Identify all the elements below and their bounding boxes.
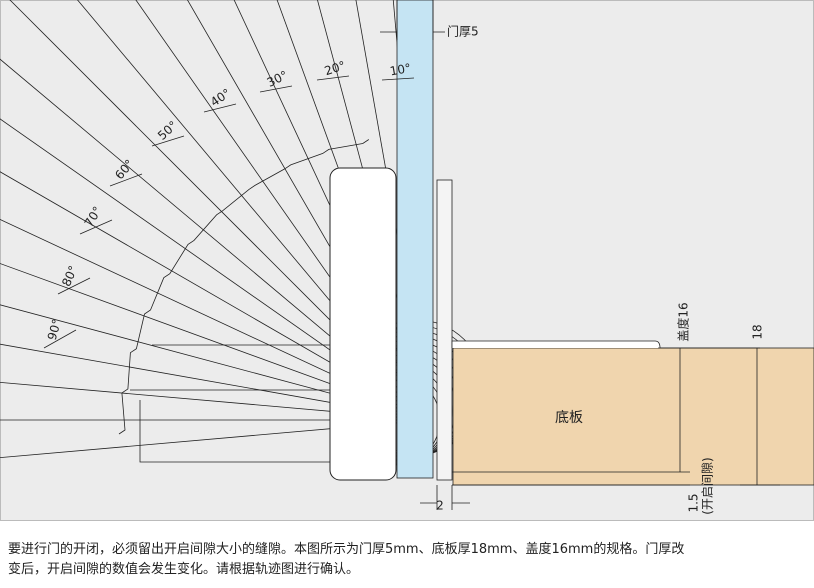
- trajectory-line: [0, 58, 431, 421]
- base-board: [452, 347, 814, 486]
- door-arc: [118, 139, 370, 435]
- angle-underline: [79, 219, 113, 235]
- trajectory-line: [0, 263, 431, 421]
- angle-underline: [381, 77, 415, 81]
- angle-underline: [316, 75, 350, 81]
- caption: 要进行门的开闭，必须留出开启间隙大小的缝隙。本图所示为门厚5mm、底板厚18mm…: [8, 540, 808, 580]
- board-thickness-label: 18: [751, 324, 765, 339]
- angle-underline: [151, 135, 185, 147]
- angle-label: 10°: [389, 61, 412, 78]
- caption-line: 变后，开启间隙的数值会发生变化。请根据轨迹图进行确认。: [8, 562, 360, 577]
- angle-underline: [43, 329, 77, 349]
- angle-underline: [57, 277, 91, 295]
- angle-label: 90°: [45, 317, 64, 341]
- gap-lines: [452, 471, 690, 486]
- angle-underline: [203, 103, 237, 113]
- trajectory-line: [0, 343, 431, 421]
- trajectory-line: [0, 219, 431, 421]
- angle-underline: [259, 85, 293, 93]
- diagram: 门厚5 盖度16 18 底板 2 1.5 (开启间隙) 10°20°30°40°…: [0, 0, 814, 521]
- trajectory-line: [0, 304, 431, 421]
- trajectory-line: [0, 381, 431, 421]
- angle-underline: [109, 173, 143, 187]
- gap-width-label: 2: [436, 499, 444, 513]
- dimension-lines: [380, 0, 780, 510]
- door-block: [329, 167, 397, 481]
- gap-name-label: (开启间隙): [701, 457, 715, 514]
- gap-value-label: 1.5: [687, 493, 701, 512]
- angle-label: 20°: [323, 58, 348, 78]
- trajectory-line: [0, 118, 431, 421]
- caption-line: 要进行门的开闭，必须留出开启间隙大小的缝隙。本图所示为门厚5mm、底板厚18mm…: [8, 542, 685, 557]
- cover-plate: [451, 340, 661, 349]
- trajectory-line: [0, 171, 431, 421]
- board-label: 底板: [555, 410, 583, 426]
- door-outline: [130, 344, 330, 463]
- cover-label: 盖度16: [676, 302, 691, 341]
- trajectory-line: [0, 419, 431, 459]
- door-thickness-label: 门厚5: [447, 24, 479, 39]
- glass-door: [396, 0, 434, 479]
- hinge-plate: [436, 179, 453, 481]
